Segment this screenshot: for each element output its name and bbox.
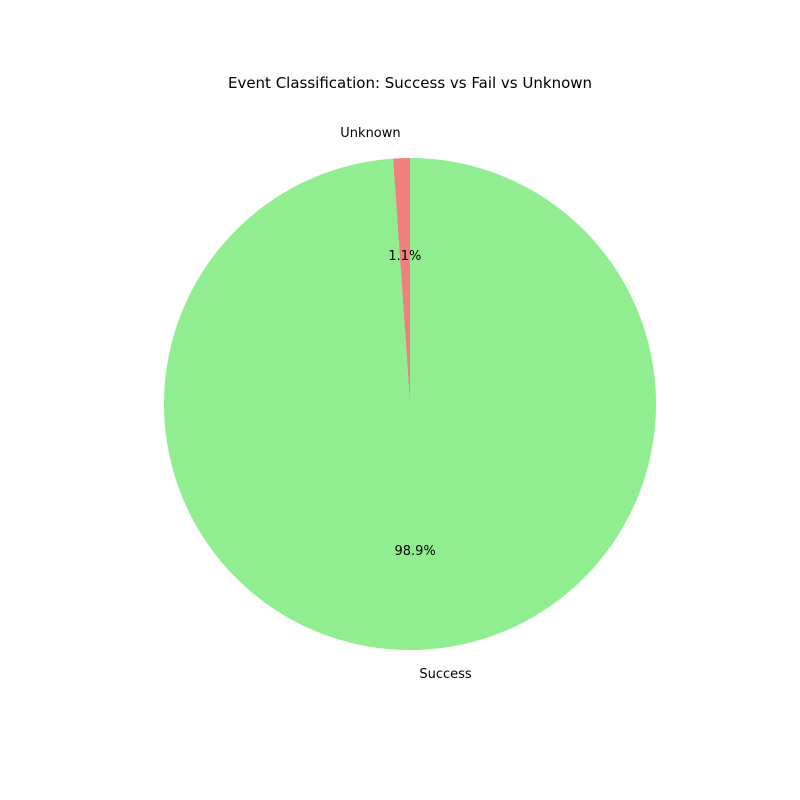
slice-label-unknown: Unknown (340, 126, 400, 141)
pie-slice-unknown (393, 158, 410, 404)
slice-percent-unknown: 1.1% (388, 249, 421, 264)
pie-slice-success (164, 158, 657, 650)
pie-labels: Unknown 1.1% Success 98.9% (340, 126, 472, 682)
pie-slices (164, 158, 657, 650)
chart-title: Event Classification: Success vs Fail vs… (228, 74, 592, 92)
slice-percent-success: 98.9% (394, 544, 435, 559)
slice-label-success: Success (419, 667, 472, 682)
